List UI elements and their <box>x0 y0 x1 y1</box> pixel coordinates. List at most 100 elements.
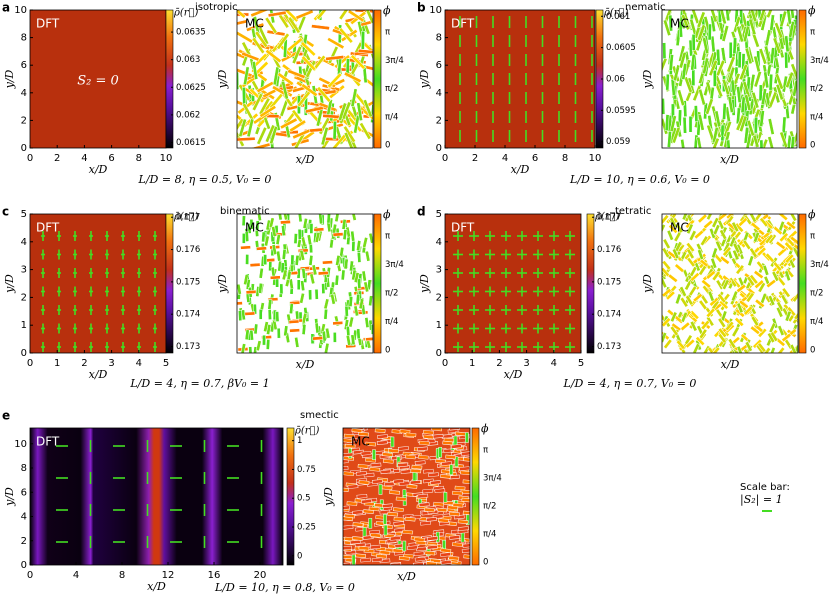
mc-particle <box>292 128 311 140</box>
mc-particle <box>736 86 742 103</box>
mc-particle <box>758 47 768 65</box>
mc-particle <box>736 345 744 353</box>
mc-particle <box>662 247 671 259</box>
mc-particle <box>249 329 254 341</box>
mc-particle <box>747 255 755 267</box>
mc-particle <box>712 224 721 236</box>
x-tick-label: 2 <box>54 153 60 164</box>
x-axis-label: x/D <box>89 163 108 176</box>
mc-particle <box>685 242 696 253</box>
mc-particle <box>697 214 708 224</box>
y-tick-label: 0 <box>21 560 27 571</box>
mc-particle <box>453 435 458 447</box>
mc-particle <box>369 467 381 472</box>
mc-particle <box>698 328 708 340</box>
mc-particle <box>460 470 470 476</box>
mc-particle <box>280 220 291 225</box>
mc-particle <box>393 521 405 526</box>
phi-tick-label: π <box>810 232 815 242</box>
phi-label: ϕ <box>481 422 489 435</box>
mc-particle <box>675 339 686 350</box>
mc-particle <box>691 69 696 86</box>
mc-particle <box>679 286 687 298</box>
mc-particle <box>308 289 313 301</box>
phi-tick-label: 0 <box>385 141 390 151</box>
mc-particle <box>259 104 277 118</box>
mc-particle <box>349 260 354 272</box>
mc-particle <box>759 216 769 228</box>
mc-particle <box>264 16 278 35</box>
phi-tick-label: π/4 <box>385 317 398 327</box>
mc-particle <box>422 468 434 474</box>
mc-particle <box>355 471 367 476</box>
mc-particle <box>244 231 250 242</box>
mc-particle <box>237 19 248 28</box>
mc-particle <box>664 114 670 131</box>
colorbar-tick-label: 0.173 <box>597 342 621 352</box>
mc-particle <box>397 446 409 451</box>
mc-particle <box>311 264 318 276</box>
mc-particle <box>764 233 774 245</box>
mc-particle <box>732 37 738 55</box>
mc-particle <box>245 254 250 265</box>
mc-particle <box>735 283 747 294</box>
y-tick-label: 6 <box>21 487 27 498</box>
mc-particle <box>425 517 437 522</box>
mc-particle <box>356 493 368 499</box>
mc-particle <box>681 63 688 80</box>
mc-particle <box>276 250 282 262</box>
mc-particle <box>314 289 319 300</box>
mc-particle <box>280 80 289 100</box>
mc-particle <box>356 102 363 122</box>
phi-label: ϕ <box>808 208 816 221</box>
mc-particle <box>753 55 761 73</box>
mc-particle <box>764 29 772 47</box>
mc-particle <box>423 434 434 440</box>
mc-particle <box>275 311 280 322</box>
mc-particle <box>256 80 275 94</box>
mc-particle <box>749 274 759 285</box>
mc-particle <box>680 311 688 323</box>
mc-particle <box>414 460 426 465</box>
mc-particle <box>432 433 444 439</box>
mc-particle <box>263 235 270 247</box>
mc-particle <box>792 246 798 258</box>
mc-particle <box>697 248 705 261</box>
mc-particle <box>276 32 290 50</box>
colorbar-tick-label: 0.177 <box>597 213 621 223</box>
mc-particle <box>744 47 753 65</box>
mc-particle <box>264 124 276 143</box>
mc-particle <box>695 336 706 347</box>
mc-particle <box>688 229 697 242</box>
y-tick-label: 0 <box>21 348 27 359</box>
mc-particle <box>768 91 778 108</box>
mc-particle <box>397 462 409 468</box>
mc-particle <box>332 120 337 140</box>
mc-label: MC <box>670 221 689 235</box>
mc-particle <box>711 217 720 229</box>
panel-title: tetratic <box>615 206 651 217</box>
y-tick-label: 10 <box>14 5 27 16</box>
mc-particle <box>731 221 740 233</box>
mc-particle <box>301 267 307 279</box>
mc-particle <box>784 253 795 264</box>
mc-snapshot <box>237 10 373 148</box>
mc-particle <box>433 501 445 507</box>
mc-particle <box>667 284 678 296</box>
mc-particle <box>308 254 314 266</box>
mc-particle <box>704 98 714 115</box>
mc-particle <box>343 505 350 511</box>
mc-particle <box>289 303 294 315</box>
mc-particle <box>763 45 772 63</box>
mc-particle <box>281 269 288 281</box>
mc-particle <box>785 71 795 89</box>
mc-label: MC <box>245 221 264 235</box>
mc-particle <box>748 10 758 23</box>
mc-particle <box>767 294 776 307</box>
mc-particle <box>462 543 470 548</box>
mc-particle <box>662 317 672 328</box>
mc-particle <box>343 71 362 84</box>
dft-heatmap <box>29 213 167 354</box>
mc-particle <box>311 24 330 31</box>
mc-particle <box>370 532 381 538</box>
